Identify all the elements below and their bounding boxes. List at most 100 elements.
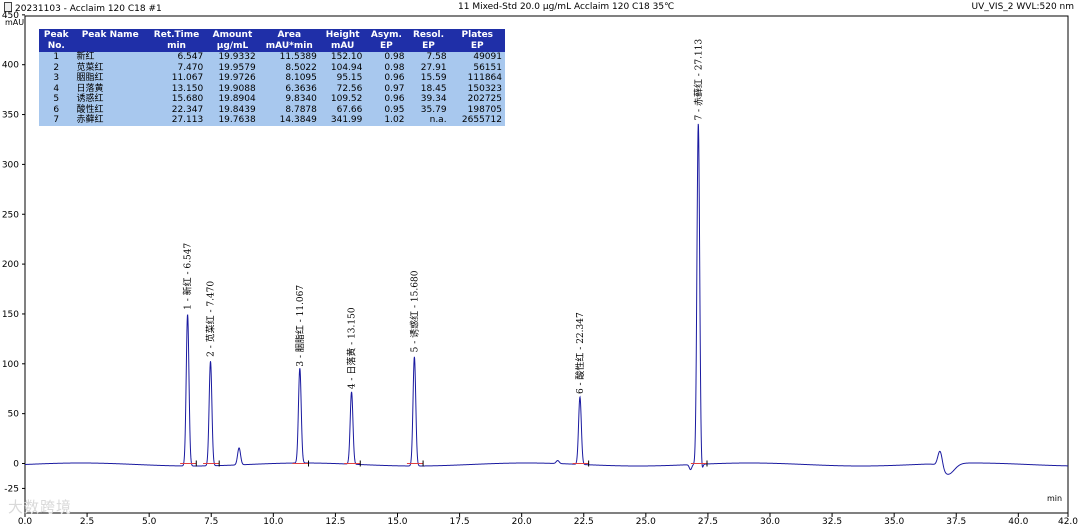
x-tick-label: 35.0 (884, 517, 904, 527)
peak-table-cell: 日落黄 (73, 83, 147, 94)
peak-table-cell: 6.3636 (258, 83, 320, 94)
col-header: Height (319, 29, 366, 41)
chromatogram-title: 20231103 - Acclaim 120 C18 #1 (4, 2, 162, 14)
peak-label: 6 - 酸性红 - 22.347 (574, 312, 586, 394)
peak-table-cell: 202725 (449, 94, 505, 105)
x-tick-label: 0.0 (18, 517, 33, 527)
peak-table-cell: 0.96 (365, 73, 408, 84)
peak-table: Peak Peak Name Ret.Time Amount Area Heig… (39, 29, 505, 126)
peak-table-cell: 酸性红 (73, 104, 147, 115)
peak-table-cell: 19.9726 (206, 73, 259, 84)
x-tick-label: 30.0 (760, 517, 780, 527)
peak-table-row: 5 诱惑红 15.680 19.8904 9.8340 109.52 0.96 39.34 20… (39, 94, 505, 105)
peak-table-cell: 67.66 (319, 104, 366, 115)
col-unit: EP (407, 41, 450, 52)
peak-table-cell: 22.347 (146, 104, 207, 115)
x-tick-label: 32.5 (822, 517, 842, 527)
col-header: Ret.Time (146, 29, 207, 41)
peak-table-cell: n.a. (407, 115, 450, 126)
col-unit: EP (449, 41, 505, 52)
col-header: Amount (206, 29, 259, 41)
peak-table-cell: 152.10 (319, 52, 366, 63)
peak-table-cell: 35.79 (407, 104, 450, 115)
x-tick-label: 27.5 (698, 517, 718, 527)
col-header: Area (258, 29, 320, 41)
y-tick-label: 50 (8, 410, 20, 420)
sample-info: 11 Mixed-Std 20.0 µg/mL Acclaim 120 C18 … (458, 2, 675, 12)
peak-table-cell: 18.45 (407, 83, 450, 94)
peak-table-row: 7 赤藓红 27.113 19.7638 14.3849 341.99 1.02 n.a. 26… (39, 115, 505, 126)
peak-table-header-row-1: Peak Peak Name Ret.Time Amount Area Heig… (39, 29, 505, 41)
x-tick-label: 37.5 (946, 517, 966, 527)
peak-table-cell: 3 (39, 73, 74, 84)
peak-table-cell: 198705 (449, 104, 505, 115)
peak-table-cell: 27.91 (407, 62, 450, 73)
peak-table-cell: 56151 (449, 62, 505, 73)
peak-table-cell: 49091 (449, 52, 505, 63)
peak-table-cell: 95.15 (319, 73, 366, 84)
x-tick-label: 40.0 (1008, 517, 1028, 527)
detector-info: UV_VIS_2 WVL:520 nm (971, 2, 1074, 12)
peak-table-cell: 诱惑红 (73, 94, 147, 105)
peak-label: 4 - 日落黄 - 13.150 (346, 307, 358, 389)
y-tick-label: 150 (2, 310, 19, 320)
peak-table-cell: 5 (39, 94, 74, 105)
peak-label: 5 - 诱惑红 - 15.680 (408, 270, 420, 352)
peak-table-cell: 150323 (449, 83, 505, 94)
x-tick-label: 7.5 (204, 517, 218, 527)
peak-label: 1 - 新红 - 6.547 (182, 243, 194, 310)
x-tick-label: 25.0 (636, 517, 656, 527)
peak-table-cell: 19.8904 (206, 94, 259, 105)
col-header: Plates (449, 29, 505, 41)
col-unit (73, 41, 147, 52)
y-tick-label: 100 (2, 360, 19, 370)
peak-table-cell: 11.5389 (258, 52, 320, 63)
peak-label: 3 - 胭脂红 - 11.067 (294, 285, 306, 367)
y-tick-label: 200 (2, 260, 19, 270)
peak-table-cell: 9.8340 (258, 94, 320, 105)
col-unit: mAU (319, 41, 366, 52)
peak-table-cell: 1 (39, 52, 74, 63)
peak-table-cell: 14.3849 (258, 115, 320, 126)
peak-table-cell: 11.067 (146, 73, 207, 84)
peak-table-cell: 111864 (449, 73, 505, 84)
peak-label: 7 - 赤藓红 - 27.113 (692, 39, 704, 121)
col-unit: No. (39, 41, 74, 52)
x-tick-label: 20.0 (512, 517, 532, 527)
peak-table-cell: 2655712 (449, 115, 505, 126)
peak-table-cell: 胭脂红 (73, 73, 147, 84)
peak-table-row: 1 新红 6.547 19.9332 11.5389 152.10 0.98 7.58 4909… (39, 52, 505, 63)
peak-table-cell: 19.7638 (206, 115, 259, 126)
peak-table-cell: 2 (39, 62, 74, 73)
x-tick-label: 12.5 (325, 517, 345, 527)
peak-table-cell: 0.98 (365, 52, 408, 63)
peak-table-cell: 6.547 (146, 52, 207, 63)
col-header: Peak Name (73, 29, 147, 41)
peak-table-cell: 104.94 (319, 62, 366, 73)
col-unit: EP (365, 41, 408, 52)
peak-table-header-row-2: No. min µg/mL mAU*min mAU EP EP EP (39, 41, 505, 52)
peak-table-cell: 0.97 (365, 83, 408, 94)
peak-table-row: 4 日落黄 13.150 19.9088 6.3636 72.56 0.97 18.45 150… (39, 83, 505, 94)
col-header: Resol. (407, 29, 450, 41)
peak-table-row: 2 苋菜红 7.470 19.9579 8.5022 104.94 0.98 27.91 561… (39, 62, 505, 73)
peak-table-cell: 赤藓红 (73, 115, 147, 126)
col-header: Peak (39, 29, 74, 41)
document-icon (4, 2, 12, 12)
peak-table-cell: 1.02 (365, 115, 408, 126)
peak-table-cell: 4 (39, 83, 74, 94)
peak-table-cell: 0.96 (365, 94, 408, 105)
col-header: Asym. (365, 29, 408, 41)
x-tick-label: 17.5 (450, 517, 470, 527)
x-tick-label: 42.0 (1058, 517, 1078, 527)
peak-table-cell: 15.59 (407, 73, 450, 84)
peak-table-cell: 8.1095 (258, 73, 320, 84)
x-axis-label: min (1047, 494, 1063, 503)
x-tick-label: 2.5 (80, 517, 94, 527)
x-tick-label: 15.0 (387, 517, 407, 527)
col-unit: mAU*min (258, 41, 320, 52)
peak-table-cell: 7.58 (407, 52, 450, 63)
y-tick-label: -25 (4, 484, 19, 494)
peak-table-cell: 13.150 (146, 83, 207, 94)
col-unit: µg/mL (206, 41, 259, 52)
